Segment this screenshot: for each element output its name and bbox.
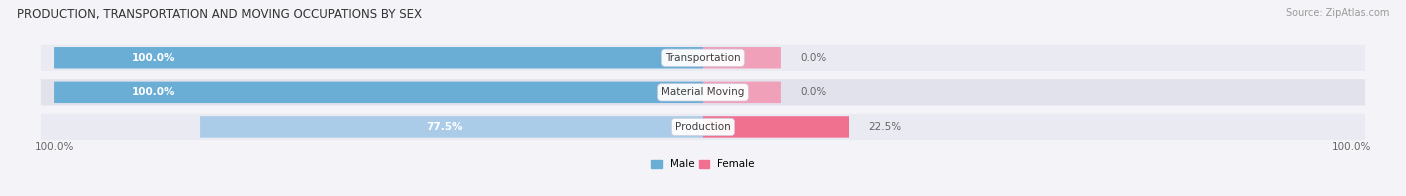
- Text: 0.0%: 0.0%: [800, 87, 827, 97]
- Text: Material Moving: Material Moving: [661, 87, 745, 97]
- Text: Production: Production: [675, 122, 731, 132]
- FancyBboxPatch shape: [53, 82, 703, 103]
- Text: 77.5%: 77.5%: [426, 122, 463, 132]
- FancyBboxPatch shape: [41, 114, 1365, 140]
- Text: 0.0%: 0.0%: [800, 53, 827, 63]
- FancyBboxPatch shape: [703, 82, 780, 103]
- FancyBboxPatch shape: [703, 47, 780, 68]
- Text: 100.0%: 100.0%: [132, 53, 176, 63]
- Text: Transportation: Transportation: [665, 53, 741, 63]
- Text: 100.0%: 100.0%: [35, 142, 75, 152]
- FancyBboxPatch shape: [200, 116, 703, 138]
- Text: Source: ZipAtlas.com: Source: ZipAtlas.com: [1285, 8, 1389, 18]
- Legend: Male, Female: Male, Female: [647, 155, 759, 173]
- Text: 22.5%: 22.5%: [869, 122, 901, 132]
- Text: 100.0%: 100.0%: [132, 87, 176, 97]
- Text: 100.0%: 100.0%: [1331, 142, 1371, 152]
- Text: PRODUCTION, TRANSPORTATION AND MOVING OCCUPATIONS BY SEX: PRODUCTION, TRANSPORTATION AND MOVING OC…: [17, 8, 422, 21]
- FancyBboxPatch shape: [53, 47, 703, 68]
- FancyBboxPatch shape: [41, 79, 1365, 105]
- FancyBboxPatch shape: [703, 116, 849, 138]
- FancyBboxPatch shape: [41, 45, 1365, 71]
